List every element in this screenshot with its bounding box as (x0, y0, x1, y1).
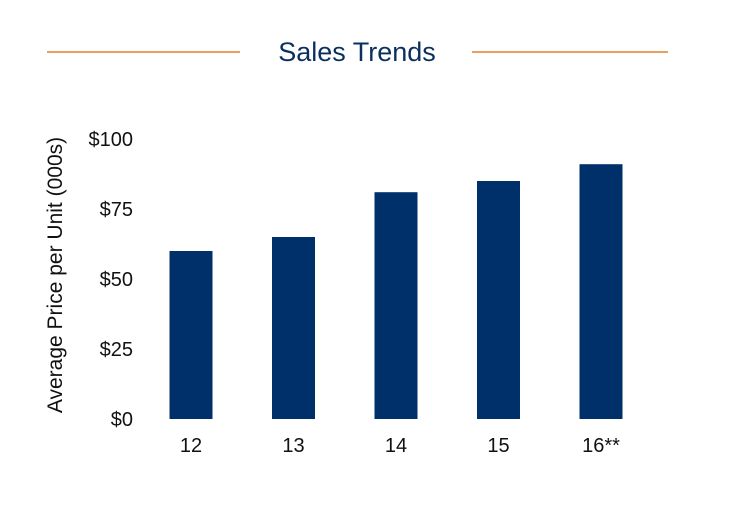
y-tick-label: $25 (100, 339, 133, 361)
y-axis-label: Average Price per Unit (000s) (44, 137, 67, 413)
bar (579, 164, 623, 419)
bar (477, 181, 520, 419)
x-axis-ticks: 12 13 14 15 16** (180, 435, 620, 457)
x-tick-label: 15 (487, 435, 509, 457)
y-tick-label: $50 (100, 269, 133, 291)
y-tick-label: $100 (89, 129, 134, 151)
x-tick-label: 13 (282, 435, 304, 457)
chart-title: Sales Trends (278, 37, 436, 67)
x-tick-label: 16** (582, 435, 620, 457)
x-tick-label: 12 (180, 435, 202, 457)
x-tick-label: 14 (385, 435, 407, 457)
bar (169, 251, 213, 419)
y-tick-label: $75 (100, 199, 133, 221)
bars (169, 164, 623, 419)
y-axis-ticks: $0 $25 $50 $75 $100 (89, 129, 134, 431)
y-tick-label: $0 (111, 409, 133, 431)
bar (272, 237, 315, 419)
bar (374, 192, 418, 419)
